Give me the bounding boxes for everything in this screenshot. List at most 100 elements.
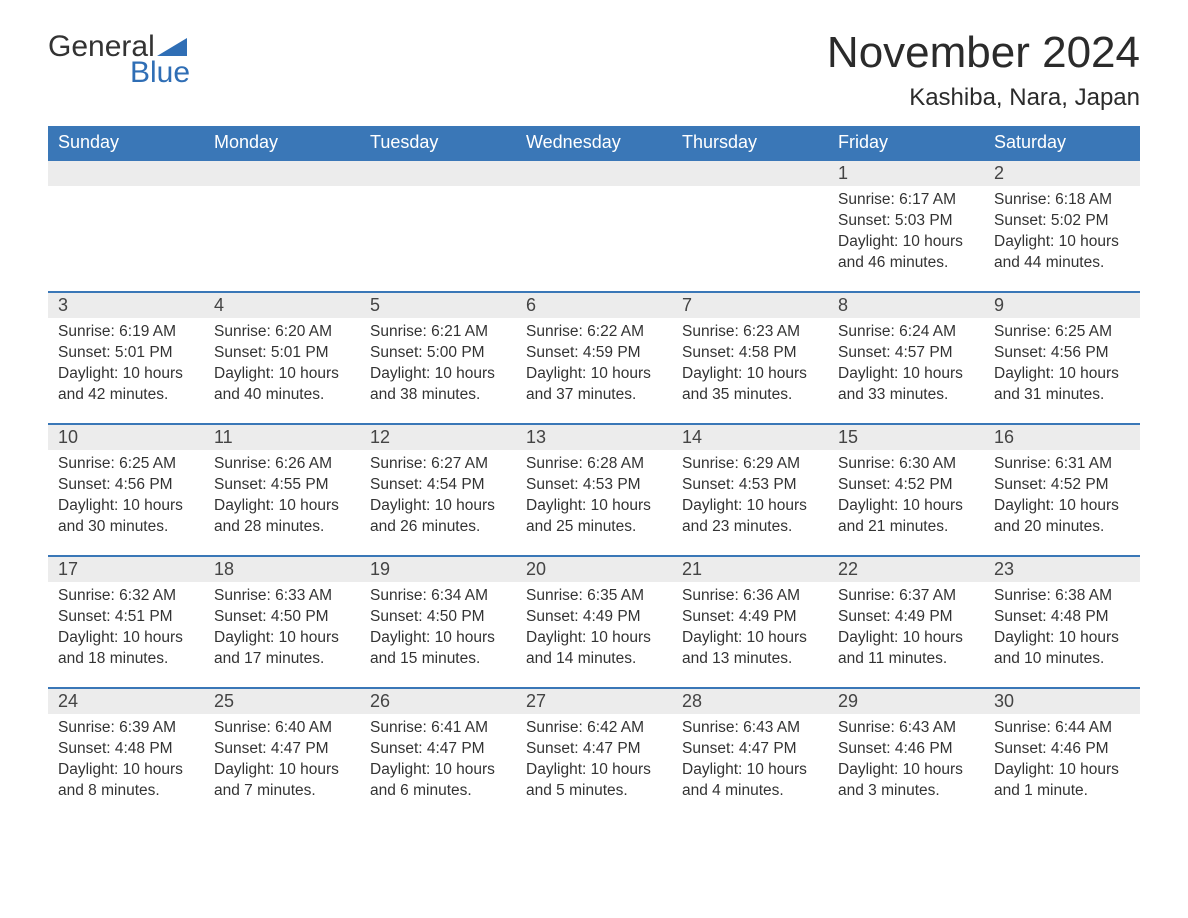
day-number-cell: 12 [360,424,516,450]
day-number-cell: 13 [516,424,672,450]
day-content-cell: Sunrise: 6:26 AMSunset: 4:55 PMDaylight:… [204,450,360,556]
day-number-cell: 11 [204,424,360,450]
daylight-line: Daylight: 10 hours and 18 minutes. [58,628,194,670]
week-daynum-row: 3456789 [48,292,1140,318]
daylight-line: Daylight: 10 hours and 7 minutes. [214,760,350,802]
daylight-line: Daylight: 10 hours and 37 minutes. [526,364,662,406]
day-content-cell: Sunrise: 6:31 AMSunset: 4:52 PMDaylight:… [984,450,1140,556]
sunset-line: Sunset: 5:03 PM [838,211,974,232]
daylight-line: Daylight: 10 hours and 23 minutes. [682,496,818,538]
week-daynum-row: 24252627282930 [48,688,1140,714]
sunset-line: Sunset: 4:54 PM [370,475,506,496]
week-daynum-row: 12 [48,160,1140,186]
location: Kashiba, Nara, Japan [827,84,1140,112]
sunset-line: Sunset: 4:52 PM [994,475,1130,496]
day-number-cell: 8 [828,292,984,318]
sunset-line: Sunset: 5:00 PM [370,343,506,364]
day-number-cell: 22 [828,556,984,582]
day-number-cell: 19 [360,556,516,582]
sunset-line: Sunset: 4:55 PM [214,475,350,496]
day-content-cell: Sunrise: 6:37 AMSunset: 4:49 PMDaylight:… [828,582,984,688]
daylight-line: Daylight: 10 hours and 8 minutes. [58,760,194,802]
day-header: Thursday [672,126,828,160]
sunset-line: Sunset: 4:46 PM [994,739,1130,760]
day-content-cell: Sunrise: 6:38 AMSunset: 4:48 PMDaylight:… [984,582,1140,688]
day-content-cell: Sunrise: 6:20 AMSunset: 5:01 PMDaylight:… [204,318,360,424]
day-number-cell: 27 [516,688,672,714]
day-number-cell: 4 [204,292,360,318]
day-header-row: SundayMondayTuesdayWednesdayThursdayFrid… [48,126,1140,160]
day-content-cell: Sunrise: 6:42 AMSunset: 4:47 PMDaylight:… [516,714,672,820]
daylight-line: Daylight: 10 hours and 28 minutes. [214,496,350,538]
daylight-line: Daylight: 10 hours and 4 minutes. [682,760,818,802]
sunrise-line: Sunrise: 6:25 AM [58,454,194,475]
sunrise-line: Sunrise: 6:30 AM [838,454,974,475]
page-header: General Blue November 2024 Kashiba, Nara… [48,28,1140,112]
sunrise-line: Sunrise: 6:36 AM [682,586,818,607]
day-content-cell [516,186,672,292]
day-content-cell: Sunrise: 6:21 AMSunset: 5:00 PMDaylight:… [360,318,516,424]
sunrise-line: Sunrise: 6:43 AM [682,718,818,739]
sunrise-line: Sunrise: 6:29 AM [682,454,818,475]
day-content-cell: Sunrise: 6:35 AMSunset: 4:49 PMDaylight:… [516,582,672,688]
day-number-cell [48,160,204,186]
sunset-line: Sunset: 4:47 PM [526,739,662,760]
sunset-line: Sunset: 4:51 PM [58,607,194,628]
day-number-cell: 14 [672,424,828,450]
day-content-cell: Sunrise: 6:32 AMSunset: 4:51 PMDaylight:… [48,582,204,688]
sunset-line: Sunset: 4:47 PM [214,739,350,760]
day-number-cell [516,160,672,186]
week-daynum-row: 17181920212223 [48,556,1140,582]
day-header: Tuesday [360,126,516,160]
day-content-cell: Sunrise: 6:43 AMSunset: 4:47 PMDaylight:… [672,714,828,820]
sunset-line: Sunset: 4:52 PM [838,475,974,496]
sunrise-line: Sunrise: 6:40 AM [214,718,350,739]
day-header: Sunday [48,126,204,160]
daylight-line: Daylight: 10 hours and 38 minutes. [370,364,506,406]
sunset-line: Sunset: 4:58 PM [682,343,818,364]
day-number-cell: 7 [672,292,828,318]
day-number-cell: 6 [516,292,672,318]
logo-flag-icon [157,36,187,58]
daylight-line: Daylight: 10 hours and 31 minutes. [994,364,1130,406]
week-content-row: Sunrise: 6:19 AMSunset: 5:01 PMDaylight:… [48,318,1140,424]
day-content-cell: Sunrise: 6:41 AMSunset: 4:47 PMDaylight:… [360,714,516,820]
sunset-line: Sunset: 5:01 PM [214,343,350,364]
day-content-cell: Sunrise: 6:25 AMSunset: 4:56 PMDaylight:… [984,318,1140,424]
sunset-line: Sunset: 4:47 PM [682,739,818,760]
day-content-cell: Sunrise: 6:43 AMSunset: 4:46 PMDaylight:… [828,714,984,820]
sunset-line: Sunset: 4:49 PM [526,607,662,628]
sunrise-line: Sunrise: 6:32 AM [58,586,194,607]
day-content-cell [48,186,204,292]
day-header: Monday [204,126,360,160]
sunrise-line: Sunrise: 6:31 AM [994,454,1130,475]
sunrise-line: Sunrise: 6:25 AM [994,322,1130,343]
day-number-cell: 20 [516,556,672,582]
sunrise-line: Sunrise: 6:33 AM [214,586,350,607]
month-title: November 2024 [827,28,1140,78]
day-content-cell: Sunrise: 6:33 AMSunset: 4:50 PMDaylight:… [204,582,360,688]
logo-text-bottom: Blue [130,58,190,88]
day-number-cell: 10 [48,424,204,450]
day-content-cell [204,186,360,292]
daylight-line: Daylight: 10 hours and 30 minutes. [58,496,194,538]
sunset-line: Sunset: 5:02 PM [994,211,1130,232]
day-content-cell: Sunrise: 6:28 AMSunset: 4:53 PMDaylight:… [516,450,672,556]
day-number-cell: 25 [204,688,360,714]
day-content-cell: Sunrise: 6:34 AMSunset: 4:50 PMDaylight:… [360,582,516,688]
week-content-row: Sunrise: 6:39 AMSunset: 4:48 PMDaylight:… [48,714,1140,820]
sunset-line: Sunset: 4:48 PM [58,739,194,760]
day-content-cell [360,186,516,292]
sunrise-line: Sunrise: 6:20 AM [214,322,350,343]
sunset-line: Sunset: 5:01 PM [58,343,194,364]
sunrise-line: Sunrise: 6:42 AM [526,718,662,739]
logo: General Blue [48,28,190,88]
daylight-line: Daylight: 10 hours and 10 minutes. [994,628,1130,670]
daylight-line: Daylight: 10 hours and 14 minutes. [526,628,662,670]
daylight-line: Daylight: 10 hours and 40 minutes. [214,364,350,406]
sunset-line: Sunset: 4:49 PM [682,607,818,628]
day-content-cell: Sunrise: 6:25 AMSunset: 4:56 PMDaylight:… [48,450,204,556]
sunrise-line: Sunrise: 6:27 AM [370,454,506,475]
day-number-cell: 17 [48,556,204,582]
sunrise-line: Sunrise: 6:26 AM [214,454,350,475]
